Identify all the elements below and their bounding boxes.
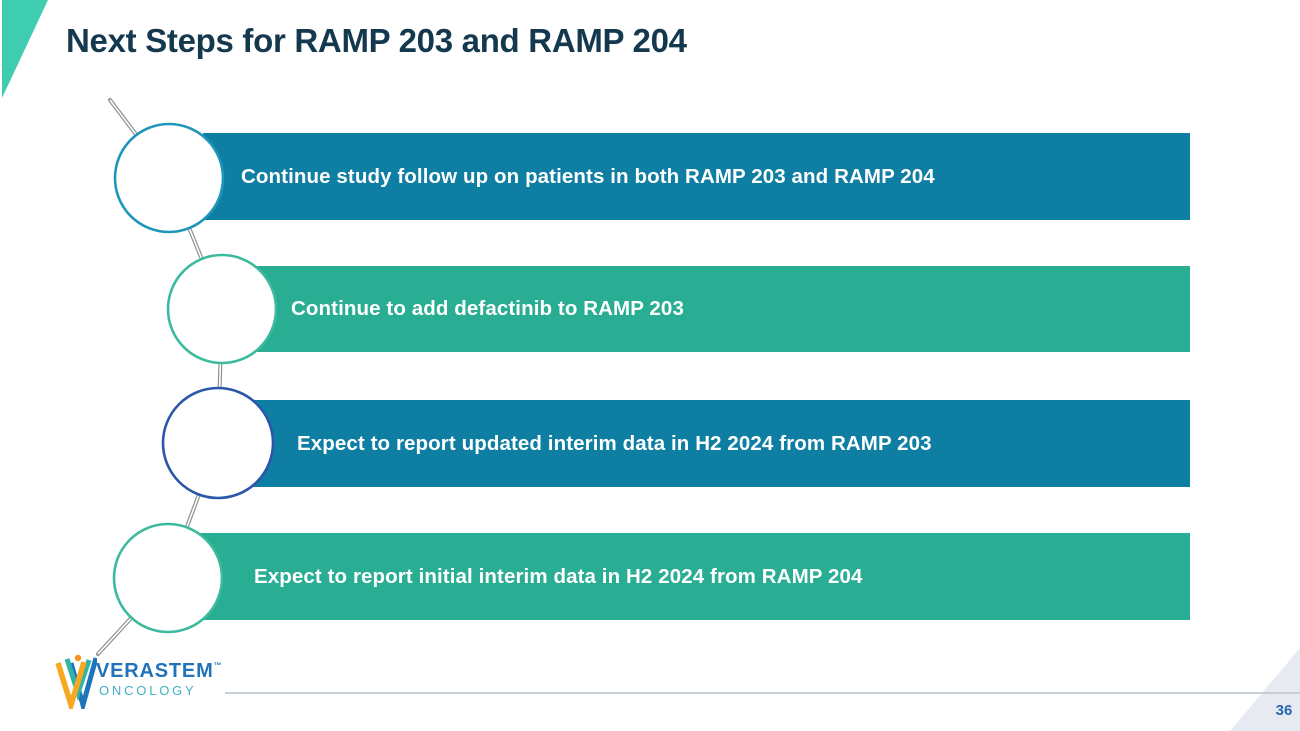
slide-title: Next Steps for RAMP 203 and RAMP 204: [66, 22, 687, 59]
logo-dot: [74, 654, 82, 662]
verastem-logo: VERASTEM™ ONCOLOGY: [53, 650, 253, 712]
step-label-1: Continue study follow up on patients in …: [241, 164, 935, 188]
verastem-logo-icon: [55, 654, 97, 709]
step-label-4: Expect to report initial interim data in…: [254, 564, 863, 588]
step-bar-4: Expect to report initial interim data in…: [198, 533, 1190, 620]
corner-accent-triangle: [2, 0, 48, 98]
logo-brand-text: VERASTEM™: [96, 660, 222, 683]
footer-divider: [225, 692, 1300, 694]
step-bar-2: Continue to add defactinib to RAMP 203: [252, 266, 1190, 352]
logo-trademark: ™: [213, 661, 222, 670]
logo-sub-text: ONCOLOGY: [99, 683, 197, 698]
step-bar-1: Continue study follow up on patients in …: [203, 133, 1190, 220]
step-label-3: Expect to report updated interim data in…: [297, 431, 932, 455]
page-number: 36: [1275, 702, 1293, 719]
step-bar-3: Expect to report updated interim data in…: [250, 400, 1190, 487]
step-label-2: Continue to add defactinib to RAMP 203: [291, 297, 684, 320]
logo-brand-name: VERASTEM: [96, 660, 214, 682]
